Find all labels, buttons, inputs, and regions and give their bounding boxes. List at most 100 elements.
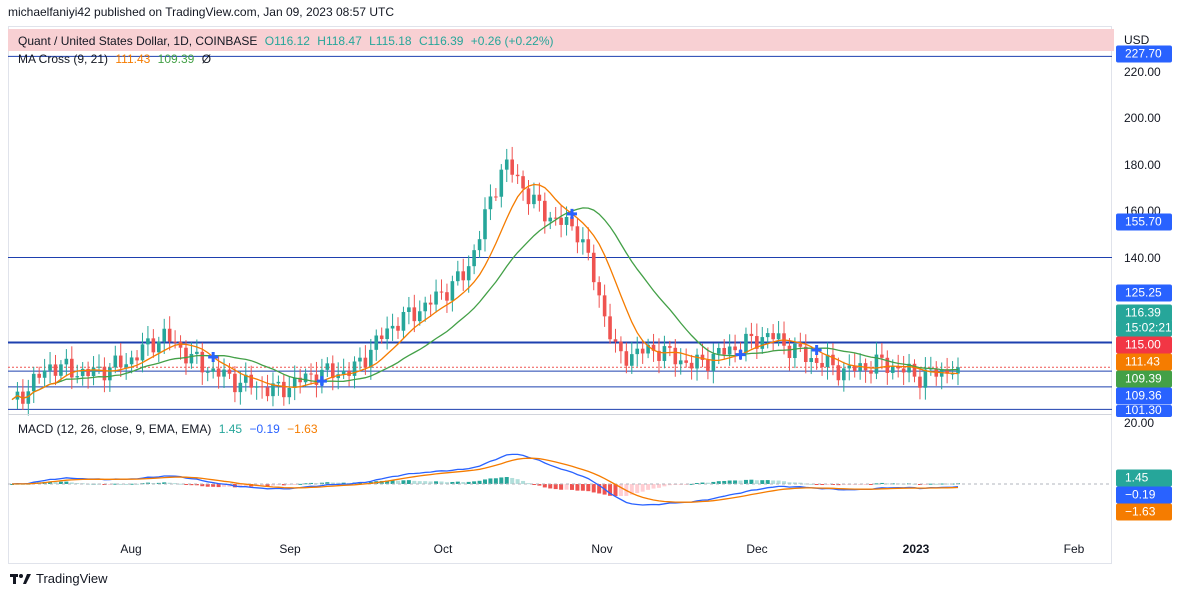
macd-histogram-bar	[260, 484, 265, 487]
candle-body	[733, 346, 737, 351]
candle-body	[597, 282, 601, 296]
macd-hist-value: 1.45	[218, 422, 243, 436]
y-tick: 180.00	[1124, 158, 1161, 172]
candle-body	[842, 368, 846, 381]
candle-body	[771, 333, 775, 340]
low-value: L115.18	[369, 34, 412, 48]
macd-legend[interactable]: MACD (12, 26, close, 9, EMA, EMA) 1.45 −…	[18, 422, 318, 436]
open-value: O116.12	[264, 34, 310, 48]
symbol-legend[interactable]: Quant / United States Dollar, 1D, COINBA…	[18, 34, 554, 48]
candle-body	[227, 369, 232, 374]
candle-body	[385, 328, 389, 340]
candle-body	[330, 363, 335, 379]
macd-histogram-bar	[118, 483, 123, 485]
candle-body	[613, 339, 618, 342]
ma-fast-line	[11, 183, 959, 401]
candle-body	[548, 217, 553, 222]
countdown-label: 15:02:21	[1116, 319, 1172, 337]
candle-body	[461, 271, 466, 281]
brand-name: TradingView	[36, 571, 108, 586]
candle-body	[178, 341, 183, 348]
publisher-line: michaelfaniyi42 published on TradingView…	[8, 5, 395, 19]
candle-body	[689, 362, 694, 369]
chart-frame[interactable]	[8, 26, 1112, 564]
macd-histogram-bar	[874, 483, 879, 485]
macd-histogram-bar	[477, 480, 482, 484]
macd-histogram-bar	[863, 484, 868, 485]
candle-body	[629, 354, 634, 366]
ma-legend[interactable]: MA Cross (9, 21) 111.43 109.39 Ø	[18, 52, 211, 66]
candle-body	[885, 357, 890, 373]
candle-body	[260, 386, 264, 388]
macd-histogram-bar	[510, 477, 515, 484]
y-tick: 140.00	[1124, 251, 1161, 265]
candle-body	[325, 363, 330, 370]
candle-body	[575, 226, 580, 243]
candle-body	[363, 357, 368, 368]
macd-histogram-bar	[792, 482, 797, 484]
macd-histogram-bar	[162, 482, 167, 484]
macd-histogram-bar	[586, 484, 591, 492]
ma-fast-value: 111.43	[115, 52, 151, 66]
candle-body	[825, 354, 830, 368]
candle-body	[553, 217, 558, 219]
candle-body	[31, 373, 36, 392]
change-value: +0.26 (+0.22%)	[470, 34, 554, 48]
macd-histogram-bar	[145, 482, 150, 484]
macd-histogram-bar	[483, 479, 487, 484]
macd-histogram-bar	[417, 481, 422, 484]
macd-histogram-bar	[733, 480, 738, 484]
candle-body	[151, 338, 156, 353]
macd-histogram-bar	[472, 481, 477, 484]
macd-histogram-bar	[178, 483, 183, 485]
macd-histogram-bar	[276, 484, 281, 486]
tradingview-footer[interactable]: TradingView	[10, 571, 108, 586]
candle-body	[445, 292, 449, 301]
macd-histogram-bar	[542, 484, 547, 488]
symbol-name: Quant / United States Dollar, 1D, COINBA…	[18, 34, 258, 48]
pane-separator[interactable]	[8, 414, 1112, 415]
ma-slow-value: 109.39	[157, 52, 195, 66]
macd-histogram-bar	[716, 481, 721, 484]
candle-body	[521, 176, 525, 189]
macd-histogram-bar	[450, 481, 455, 484]
price-axis[interactable]: USD 220.00 200.00 180.00 160.00 140.00 2…	[1114, 26, 1194, 564]
candle-body	[793, 343, 797, 359]
candle-body	[678, 360, 683, 365]
candle-body	[423, 302, 427, 312]
macd-histogram-bar	[265, 484, 270, 487]
macd-histogram-bar	[640, 484, 645, 492]
macd-histogram-bar	[798, 482, 803, 484]
macd-histogram-bar	[287, 484, 292, 485]
macd-histogram-bar	[689, 483, 694, 485]
level-label: 155.70	[1116, 213, 1172, 231]
macd-histogram-bar	[412, 480, 417, 484]
macd-histogram-bar	[270, 484, 275, 486]
x-tick: Nov	[591, 542, 613, 556]
candle-body	[358, 357, 362, 362]
macd-histogram-bar	[869, 484, 874, 485]
candle-body	[189, 353, 194, 364]
candle-body	[564, 216, 569, 225]
last-price-label: 116.39	[1116, 304, 1172, 322]
macd-histogram-bar	[10, 484, 14, 485]
candle-body	[466, 266, 471, 281]
candle-body	[874, 354, 879, 374]
macd-histogram-bar	[124, 483, 129, 485]
candle-body	[787, 345, 792, 359]
candle-body	[417, 311, 422, 322]
candle-body	[809, 358, 814, 362]
macd-histogram-bar	[107, 484, 112, 485]
signal-line	[11, 457, 959, 503]
macd-histogram-bar	[58, 481, 63, 484]
candle-body	[303, 373, 308, 383]
candle-body	[559, 217, 563, 225]
candle-body	[369, 349, 373, 368]
candle-body	[396, 325, 400, 331]
candle-body	[53, 364, 58, 376]
candle-body	[852, 365, 857, 371]
candle-body	[48, 364, 52, 371]
candle-body	[722, 347, 727, 355]
candle-body	[238, 382, 243, 393]
